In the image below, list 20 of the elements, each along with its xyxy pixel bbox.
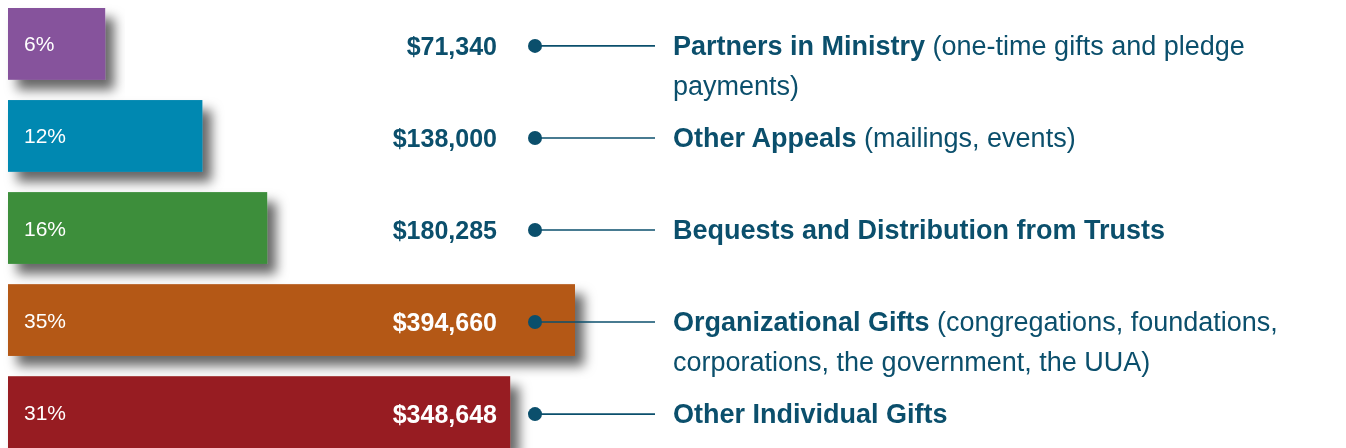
annotation: $180,285 — [392, 216, 498, 244]
data-label: 12% — [24, 124, 67, 148]
bar — [8, 100, 203, 172]
bar — [8, 376, 511, 448]
bar — [8, 192, 268, 264]
data-label: 16% — [24, 216, 67, 240]
annotation: $138,000 — [392, 123, 497, 152]
bar — [8, 284, 575, 356]
data-label: 6% — [24, 32, 55, 56]
y-tick-label: Other Appeals (mailings, events) — [673, 122, 1076, 153]
y-tick-label: Organizational Gifts (congregations, foundations, corporations, the government, the UUA) — [673, 307, 1278, 378]
annotation: $348,648 — [392, 400, 498, 429]
y-tick-label: Other Individual Gifts — [673, 399, 948, 430]
annotation: $394,660 — [392, 308, 497, 337]
data-label: 35% — [24, 308, 67, 332]
annotation: $71,340 — [406, 31, 497, 60]
data-label: 31% — [24, 400, 67, 424]
bar — [8, 8, 106, 80]
y-tick-label: Bequests and Distribution from Trusts — [673, 215, 1166, 245]
category-label: Partners in Ministry (one-time gifts and pledge payments) — [673, 30, 1245, 101]
